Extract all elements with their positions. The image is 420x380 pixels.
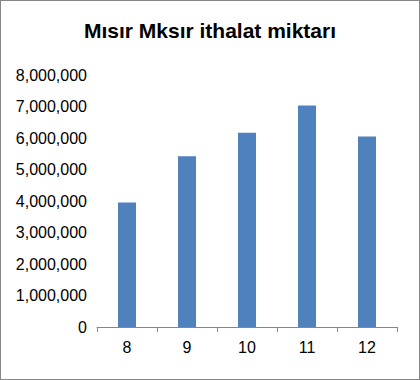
svg-text:12: 12 [358,339,376,356]
svg-text:Mısır Mksır ithalat miktarı: Mısır Mksır ithalat miktarı [84,19,336,42]
svg-text:0: 0 [78,319,87,336]
svg-text:6,000,000: 6,000,000 [16,130,87,147]
svg-text:4,000,000: 4,000,000 [16,193,87,210]
svg-text:5,000,000: 5,000,000 [16,161,87,178]
svg-text:10: 10 [238,339,256,356]
svg-text:8,000,000: 8,000,000 [16,67,87,84]
svg-text:2,000,000: 2,000,000 [16,256,87,273]
svg-text:1,000,000: 1,000,000 [16,287,87,304]
svg-text:7,000,000: 7,000,000 [16,98,87,115]
svg-text:11: 11 [299,339,316,356]
svg-text:3,000,000: 3,000,000 [16,224,87,241]
svg-text:9: 9 [183,339,192,356]
svg-text:8: 8 [123,339,132,356]
